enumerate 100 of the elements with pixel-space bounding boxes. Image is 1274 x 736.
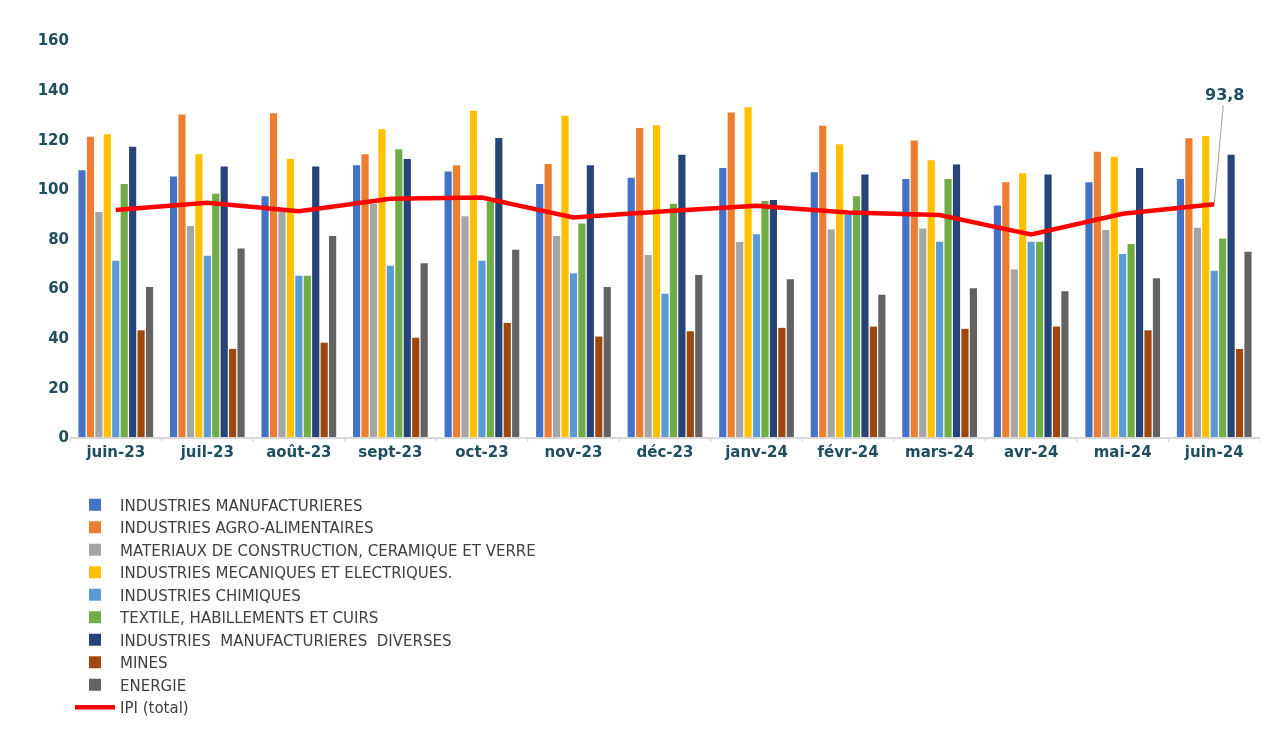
legend-label: INDUSTRIES MECANIQUES ET ELECTRIQUES. [120,564,453,583]
bar [678,154,686,437]
bar [919,228,927,437]
bar [1210,270,1218,437]
x-tick-label: févr-24 [817,442,879,461]
bar [261,196,269,437]
bar [1093,151,1101,437]
x-tick-label: sept-23 [358,442,423,461]
bar [603,286,611,437]
bar [378,129,386,437]
bar [495,138,503,437]
bar [861,174,869,437]
legend-label: MINES [120,654,168,673]
bar [536,183,544,437]
bar [595,336,603,437]
bar [669,203,678,437]
bar [412,337,420,437]
bar [969,288,977,437]
bar [461,216,469,437]
x-tick-label: juil-23 [179,442,234,461]
bar [386,265,394,437]
bar [186,226,195,437]
bar [1027,241,1035,437]
bar [295,275,303,437]
bar [552,236,561,437]
bar [561,115,569,437]
y-tick-label: 100 [37,180,69,199]
bar [695,274,703,437]
bar [1127,243,1135,437]
bar [761,201,769,437]
bar [229,348,237,437]
legend-label: INDUSTRIES AGRO-ALIMENTAIRES [120,519,374,538]
y-tick-label: 160 [37,31,69,50]
bar [312,166,320,437]
bar [961,328,969,437]
x-tick-label: janv-24 [724,442,788,461]
bar [137,330,145,437]
legend-label: ENERGIE [120,676,187,695]
bar [744,107,752,437]
bar [1202,136,1210,437]
bar [578,223,586,437]
bar [1193,227,1201,437]
bar [878,294,886,437]
x-tick-label: avr-24 [1003,442,1059,461]
y-tick-label: 40 [48,329,69,347]
bar [129,146,137,437]
y-tick-label: 0 [58,428,69,447]
data-label: 93,8 [1205,85,1245,104]
bar [112,260,120,437]
bar [469,110,478,437]
bar [936,241,944,437]
y-tick-label: 80 [48,229,69,248]
bar [278,211,286,437]
bar [1085,182,1093,437]
bar [1010,269,1018,437]
bar [852,196,861,437]
legend-label: IPI (total) [120,699,189,718]
bar [586,165,594,437]
bar [836,144,844,437]
bar [403,159,411,437]
bar [237,248,245,437]
bar [1002,182,1010,437]
bar [778,327,786,437]
bar [569,273,578,437]
bar [503,322,511,437]
bar [844,214,852,437]
bar [927,160,935,437]
bar [486,201,494,437]
bar [827,229,835,437]
bar [944,178,952,437]
bar [544,164,552,437]
bar [303,275,311,437]
bar [910,140,918,437]
bar [686,331,694,437]
bar [993,205,1001,437]
x-tick-label: août-23 [266,442,332,461]
bar [1219,238,1227,437]
bar [95,211,103,437]
bar [478,260,486,437]
bar [1019,173,1027,437]
bar [1235,348,1244,437]
bar [329,236,337,437]
bar [78,170,86,437]
bar [444,171,452,437]
bar [1176,178,1185,437]
bar [395,149,403,437]
bar [1227,154,1235,437]
bar [145,286,154,437]
bar [952,164,961,437]
bar [103,134,111,437]
bar [1185,138,1193,437]
bar [1110,156,1118,437]
bar [1152,278,1161,437]
bar [212,193,220,437]
bar [203,255,211,437]
bar [752,234,761,437]
bar [736,241,744,437]
bar [195,154,203,437]
bar [220,166,228,437]
bar [420,263,428,437]
